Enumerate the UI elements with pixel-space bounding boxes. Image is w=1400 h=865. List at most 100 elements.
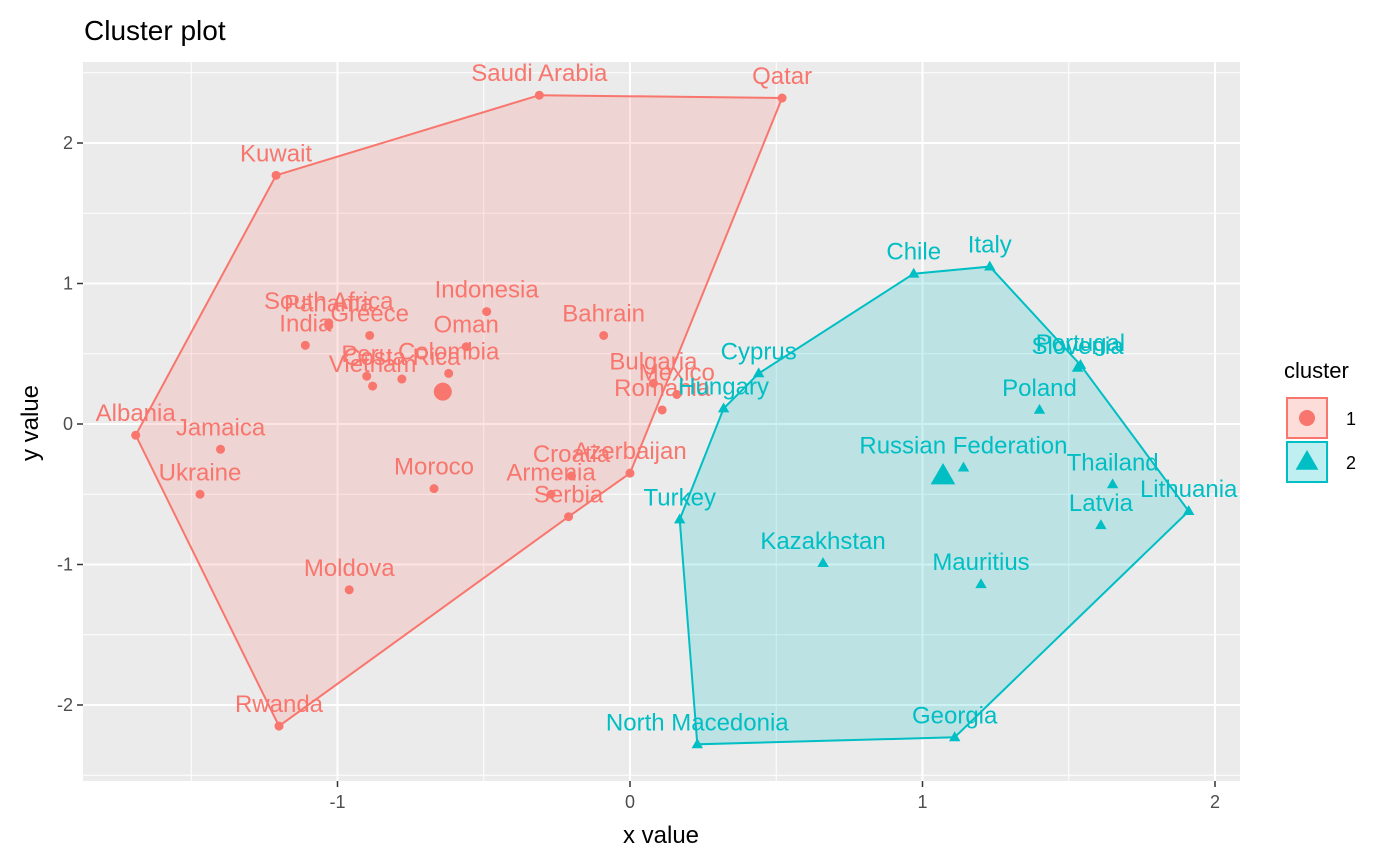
point-label: Lithuania — [1140, 476, 1238, 503]
point-label: Moldova — [304, 555, 395, 582]
data-point — [777, 93, 787, 103]
y-tick-label: 1 — [63, 274, 73, 294]
point-label: Greece — [330, 300, 409, 327]
point-label: Colombia — [398, 338, 500, 365]
y-tick-label: 2 — [63, 133, 73, 153]
plot-panel — [83, 62, 1240, 781]
point-label: India — [279, 310, 332, 337]
point-label: Turkey — [643, 485, 715, 512]
point-label: Mauritius — [932, 549, 1029, 576]
data-point — [674, 513, 686, 524]
data-point — [957, 461, 970, 472]
data-point — [648, 378, 658, 388]
point-label: Cyprus — [721, 338, 797, 365]
point-label: Kuwait — [240, 140, 312, 167]
data-point — [1071, 361, 1084, 372]
point-label: Azerbaijan — [573, 438, 686, 465]
data-point — [564, 512, 574, 522]
point-label: Portugal — [1036, 330, 1125, 357]
data-point — [817, 557, 829, 567]
legend-label: 1 — [1346, 409, 1356, 429]
data-point — [908, 267, 920, 278]
data-point — [717, 402, 730, 413]
point-label: Panama — [284, 291, 374, 318]
y-tick-label: -2 — [57, 695, 73, 715]
data-point — [362, 371, 372, 381]
y-axis-title: y value — [17, 385, 44, 461]
x-tick-label: 2 — [1210, 792, 1220, 812]
cluster-1-hull — [134, 94, 784, 728]
chart-title: Cluster plot — [84, 15, 226, 46]
data-point — [625, 468, 635, 478]
major-gridlines — [83, 62, 1240, 781]
legend-triangle-marker — [1295, 450, 1319, 470]
point-label: Indonesia — [435, 277, 540, 304]
point-label: Rwanda — [235, 691, 324, 718]
cluster-centroids — [433, 382, 956, 485]
point-label: Saudi Arabia — [471, 60, 608, 87]
point-label: Mexico — [639, 359, 715, 386]
legend-label: 2 — [1346, 453, 1356, 473]
point-label: Vietnam — [329, 351, 417, 378]
point-label: South Africa — [264, 288, 394, 315]
data-point — [216, 444, 225, 454]
data-point — [567, 471, 576, 481]
data-point — [534, 90, 544, 100]
point-label: Albania — [96, 400, 177, 427]
data-point — [1095, 519, 1107, 530]
point-label: Italy — [968, 232, 1012, 259]
y-tick-label: 0 — [63, 414, 73, 434]
x-axis-title: x value — [623, 822, 699, 849]
point-label: Croatia — [533, 441, 611, 468]
cluster-centroid — [930, 463, 956, 485]
data-point — [672, 389, 682, 399]
point-label: Chile — [886, 239, 941, 266]
point-label: Moroco — [394, 454, 474, 481]
point-label: Poland — [1002, 375, 1077, 402]
data-point — [429, 484, 439, 494]
data-point — [984, 260, 996, 271]
point-label: Latvia — [1069, 490, 1134, 517]
point-label: Russian Federation — [859, 433, 1067, 460]
point-label: Thailand — [1067, 449, 1159, 476]
data-point — [461, 342, 471, 352]
data-point — [368, 381, 378, 391]
point-label: Jamaica — [176, 414, 266, 441]
point-label: Ukraine — [159, 459, 242, 486]
x-axis-ticks: -1 0 1 2 — [329, 781, 1220, 812]
point-labels: Saudi Arabia Qatar Kuwait Indonesia South Af… — [96, 60, 1238, 736]
data-point — [344, 585, 354, 595]
data-point — [949, 731, 961, 742]
x-tick-label: -1 — [329, 792, 345, 812]
point-label: Hungary — [678, 374, 769, 401]
minor-gridlines — [83, 62, 1240, 781]
cluster-hulls — [134, 94, 1191, 746]
point-label: Bulgaria — [609, 348, 698, 375]
data-point — [657, 405, 667, 415]
point-label: Serbia — [534, 482, 604, 509]
data-point — [444, 368, 454, 378]
data-point — [975, 578, 987, 589]
point-label: Georgia — [912, 702, 998, 729]
point-label: Romania — [614, 375, 711, 402]
point-label: Armenia — [506, 459, 596, 486]
legend: cluster 1 2 — [1284, 358, 1356, 483]
legend-circle-marker — [1299, 410, 1315, 426]
point-label: North Macedonia — [606, 709, 789, 736]
data-point — [271, 170, 281, 180]
data-point — [599, 330, 609, 340]
point-label: Costa Rica — [343, 344, 461, 371]
data-point — [397, 374, 407, 384]
point-label: Oman — [434, 312, 499, 339]
data-point — [482, 307, 492, 317]
data-point — [324, 321, 334, 331]
point-label: Bahrain — [562, 300, 645, 327]
y-axis-ticks: -2 -1 0 1 2 — [57, 133, 83, 715]
data-point — [365, 330, 375, 340]
data-point — [274, 721, 284, 731]
data-point — [1183, 505, 1195, 515]
point-label: Qatar — [752, 63, 812, 90]
data-point — [300, 340, 310, 350]
data-point — [753, 367, 765, 378]
